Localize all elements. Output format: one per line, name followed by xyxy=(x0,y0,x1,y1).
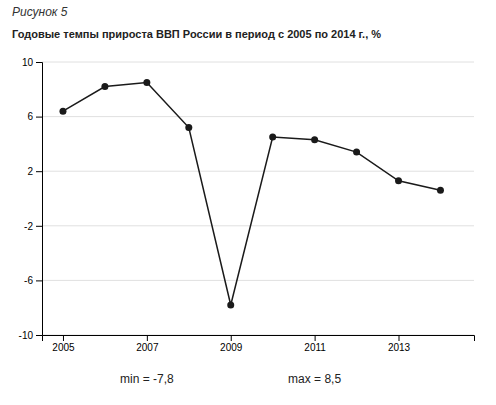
y-tick: -2 xyxy=(24,221,42,232)
y-tick: -6 xyxy=(24,275,42,286)
y-tick-label: 6 xyxy=(27,111,33,122)
x-tick: 2005 xyxy=(52,335,75,353)
point xyxy=(311,136,318,143)
x-tick: 2009 xyxy=(220,335,243,353)
y-tick-mark xyxy=(36,226,42,227)
grid xyxy=(42,62,474,335)
y-tick-mark xyxy=(36,280,42,281)
x-axis: 2005 2007 2009 2011 2013 xyxy=(43,335,475,353)
plot-area: -10 -6 -2 2 6 10 2005 2007 2009 2011 2013 xyxy=(19,57,475,353)
y-tick-label: 10 xyxy=(22,57,34,68)
x-tick-label: 2007 xyxy=(136,342,159,353)
x-axis-line xyxy=(43,336,475,342)
x-tick-mark xyxy=(231,335,232,341)
y-tick-mark xyxy=(36,171,42,172)
y-tick: -10 xyxy=(19,330,42,341)
grid-line xyxy=(42,225,474,226)
grid-line xyxy=(42,171,474,172)
chart: Рисунок 5 Годовые темпы прироста ВВП Росс… xyxy=(0,0,496,405)
point xyxy=(185,124,192,131)
x-tick: 2011 xyxy=(304,335,326,353)
grid-line xyxy=(42,116,474,117)
annotations: min = -7,8 max = 8,5 xyxy=(120,372,341,386)
y-tick: 6 xyxy=(27,111,42,122)
y-tick: 2 xyxy=(27,166,42,177)
annotation: min = -7,8 xyxy=(120,372,174,386)
x-tick-label: 2005 xyxy=(52,342,75,353)
x-tick-label: 2009 xyxy=(220,342,243,353)
x-tick: 2007 xyxy=(136,335,159,353)
point xyxy=(353,149,360,156)
title: Годовые темпы прироста ВВП России в пери… xyxy=(12,28,381,40)
point xyxy=(101,83,108,90)
x-tick: 2013 xyxy=(388,335,411,353)
grid-line xyxy=(42,62,474,63)
x-tick-mark xyxy=(147,335,148,341)
y-tick-label: 2 xyxy=(27,166,33,177)
y-tick-mark xyxy=(36,117,42,118)
y-tick-label: -2 xyxy=(24,221,33,232)
x-tick-mark xyxy=(315,335,316,341)
y-tick-mark xyxy=(36,62,42,63)
point xyxy=(143,79,150,86)
chart-container: Рисунок 5 Годовые темпы прироста ВВП Росс… xyxy=(0,0,496,405)
point xyxy=(437,187,444,194)
point xyxy=(269,134,276,141)
y-axis-line xyxy=(36,63,43,336)
y-axis: -10 -6 -2 2 6 10 xyxy=(19,57,43,341)
point xyxy=(59,108,66,115)
x-tick-label: 2011 xyxy=(304,342,326,353)
point xyxy=(395,177,402,184)
point xyxy=(227,301,234,308)
marks xyxy=(59,79,443,308)
y-tick: 10 xyxy=(22,57,42,68)
subtitle: Рисунок 5 xyxy=(12,5,68,19)
y-tick-label: -10 xyxy=(19,330,34,341)
line xyxy=(63,82,440,304)
grid-line xyxy=(42,280,474,281)
y-tick-mark xyxy=(36,335,42,336)
x-tick-mark xyxy=(63,335,64,341)
x-tick-mark xyxy=(399,335,400,341)
y-tick-label: -6 xyxy=(24,275,33,286)
annotation: max = 8,5 xyxy=(288,372,341,386)
x-tick-label: 2013 xyxy=(388,342,411,353)
